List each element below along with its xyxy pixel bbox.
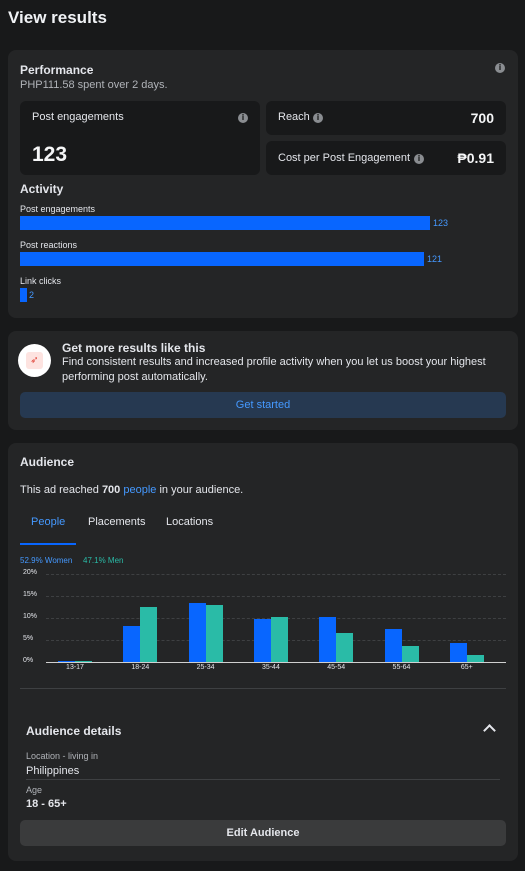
x-tick-label: 35-44 (261, 664, 280, 671)
spend-summary: PHP111.58 spent over 2 days. (20, 79, 168, 91)
x-axis (46, 662, 506, 663)
y-tick-label: 0% (23, 657, 34, 664)
reach-count: 700 (101, 484, 121, 496)
age-label: Age (26, 785, 43, 795)
bar-women (123, 625, 141, 662)
cost-value: ₱0.91 (457, 150, 494, 166)
rocket-icon: ➶ (26, 352, 43, 369)
x-tick-label: 18-24 (131, 664, 150, 671)
get-started-button[interactable]: Get started (20, 392, 506, 418)
x-tick-label: 25-34 (196, 664, 215, 671)
performance-card: Performance PHP111.58 spent over 2 days.… (8, 50, 518, 318)
y-tick-label: 15% (23, 591, 38, 598)
legend-men: 47.1% Men (83, 556, 124, 565)
x-tick-label: 13-17 (66, 664, 84, 671)
y-tick-label: 5% (23, 635, 34, 642)
bar-women (319, 616, 337, 662)
bar-women (384, 629, 402, 662)
activity-title: Activity (20, 182, 64, 196)
chevron-up-icon[interactable] (483, 724, 496, 737)
page-title: View results (8, 8, 107, 27)
bar-men (401, 645, 419, 662)
activity-label: Post engagements (20, 204, 96, 214)
y-tick-label: 20% (23, 569, 38, 576)
reach-value: 700 (470, 110, 494, 126)
bar-men (270, 616, 288, 662)
tab-placements[interactable]: Placements (88, 516, 146, 528)
post-engagements-label: Post engagements (32, 111, 124, 123)
activity-value: 2 (29, 290, 35, 300)
activity-label: Link clicks (20, 276, 62, 286)
bar-men (75, 660, 92, 662)
activity-value: 123 (433, 218, 449, 228)
reach-label: Reach (278, 111, 310, 123)
activity-bar (20, 288, 27, 302)
bar-women (188, 603, 206, 662)
x-tick-label: 65+ (460, 664, 473, 671)
info-icon[interactable]: i (414, 154, 424, 164)
cost-label: Cost per Post Engagement (278, 152, 411, 164)
bar-men (336, 633, 354, 662)
legend-women: 52.9% Women (20, 556, 73, 565)
bar-women (449, 643, 467, 662)
bar-men (466, 655, 484, 662)
info-icon[interactable]: i (238, 113, 248, 123)
audience-details-title: Audience details (26, 724, 122, 738)
reach-suffix: in your audience. (156, 484, 244, 496)
tab-people[interactable]: People (31, 516, 66, 528)
location-label: Location - living in (26, 751, 99, 761)
location-value: Philippines (26, 765, 80, 777)
bar-men (140, 606, 158, 662)
tab-locations[interactable]: Locations (166, 516, 214, 528)
activity-bar (20, 216, 430, 230)
age-value: 18 - 65+ (26, 798, 67, 810)
audience-reach-text: This ad reached 700 people in your audie… (20, 484, 243, 496)
info-icon[interactable]: i (313, 113, 323, 123)
post-engagements-box: Post engagements i 123 (20, 101, 260, 175)
bar-women (253, 619, 271, 662)
bar-women (58, 660, 75, 662)
active-tab-indicator (20, 543, 76, 545)
grid-line (46, 596, 506, 597)
activity-label: Post reactions (20, 240, 78, 250)
post-engagements-value: 123 (32, 143, 68, 166)
reach-prefix: This ad reached (20, 484, 102, 496)
cta-title: Get more results like this (62, 341, 206, 355)
reach-box: Reach i 700 (266, 101, 506, 135)
grid-line (46, 574, 506, 575)
info-icon[interactable]: i (495, 63, 505, 73)
activity-bar (20, 252, 424, 266)
performance-title: Performance (20, 63, 94, 77)
edit-audience-button[interactable]: Edit Audience (20, 820, 506, 846)
boost-cta-card: ➶ Get more results like this Find consis… (8, 331, 518, 430)
cta-body: Find consistent results and increased pr… (62, 356, 486, 383)
audience-title: Audience (20, 455, 75, 469)
bar-men (205, 605, 223, 662)
y-tick-label: 10% (23, 613, 38, 620)
x-tick-label: 55-64 (392, 664, 411, 671)
people-link[interactable]: people (123, 484, 157, 496)
cost-box: Cost per Post Engagement i ₱0.91 (266, 141, 506, 175)
audience-card: Audience This ad reached 700 people in y… (8, 443, 518, 861)
divider (20, 688, 506, 689)
cta-icon-container: ➶ (18, 344, 51, 377)
divider (26, 779, 500, 780)
x-tick-label: 45-54 (327, 664, 346, 671)
activity-value: 121 (427, 254, 443, 264)
